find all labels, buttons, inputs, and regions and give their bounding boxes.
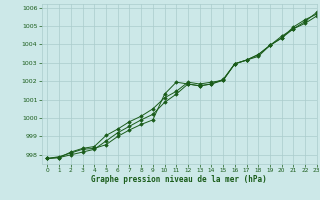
X-axis label: Graphe pression niveau de la mer (hPa): Graphe pression niveau de la mer (hPa): [91, 175, 267, 184]
